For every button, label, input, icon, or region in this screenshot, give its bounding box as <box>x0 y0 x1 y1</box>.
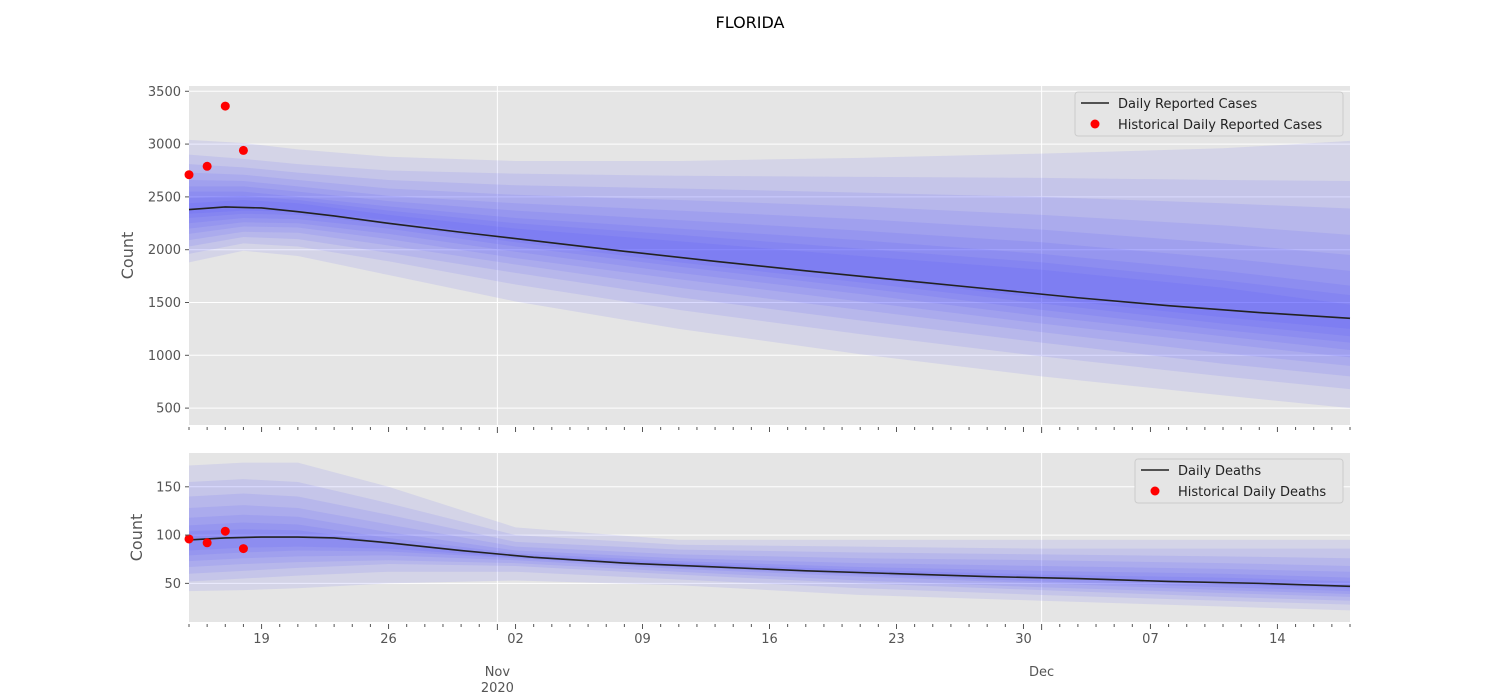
uncertainty-band <box>189 179 1350 358</box>
y-tick-label: 2500 <box>148 190 181 205</box>
historical-point <box>202 538 212 548</box>
x-tick-label: 26 <box>380 632 397 647</box>
uncertainty-band <box>189 505 1350 597</box>
legend-points-label: Historical Daily Reported Cases <box>1118 118 1322 133</box>
historical-point <box>238 544 248 554</box>
y-tick-label: 1500 <box>148 296 181 311</box>
y-tick-label: 3000 <box>148 138 181 153</box>
y-tick-label: 100 <box>156 529 181 544</box>
chart-title: FLORIDA <box>716 13 785 32</box>
x-tick-label: 30 <box>1015 632 1032 647</box>
historical-point <box>238 145 248 155</box>
x-major-sublabel: 2020 <box>481 681 514 696</box>
x-tick-label: 16 <box>761 632 778 647</box>
legend-point-swatch <box>1150 486 1160 496</box>
uncertainty-band <box>189 154 1350 390</box>
uncertainty-band <box>189 462 1350 611</box>
cases-panel: 500 1000 1500 2000 2500 3000 3500 Count Daily Re… <box>118 85 1351 433</box>
y-tick-label: 50 <box>164 577 181 592</box>
x-tick-label: 14 <box>1269 632 1286 647</box>
y-axis-label: Count <box>118 232 137 280</box>
legend-box <box>1134 458 1344 504</box>
uncertainty-band <box>189 139 1350 409</box>
x-tick-label: 07 <box>1142 632 1159 647</box>
historical-point <box>184 170 194 180</box>
legend-points-label: Historical Daily Deaths <box>1178 485 1326 500</box>
uncertainty-band <box>189 195 1350 337</box>
uncertainty-band <box>189 493 1350 601</box>
x-tick-label: 02 <box>507 632 524 647</box>
legend: Daily Reported Cases Historical Daily Rep… <box>1074 91 1344 137</box>
y-tick-label: 2000 <box>148 243 181 258</box>
median-line <box>188 536 1351 588</box>
x-major-label: Nov <box>485 665 511 680</box>
historical-point <box>220 101 230 111</box>
x-tick-label: 23 <box>888 632 905 647</box>
y-tick-label: 3500 <box>148 85 181 100</box>
legend-line-label: Daily Deaths <box>1178 464 1261 479</box>
uncertainty-band <box>189 479 1350 605</box>
uncertainty-band <box>189 522 1350 592</box>
y-tick-label: 500 <box>156 402 181 417</box>
historical-point <box>220 526 230 536</box>
uncertainty-band <box>189 164 1350 377</box>
median-line <box>188 206 1351 320</box>
y-axis-label: Count <box>127 514 146 562</box>
x-tick-label: 09 <box>634 632 651 647</box>
legend: Daily Deaths Historical Daily Deaths <box>1134 458 1344 504</box>
y-tick-label: 150 <box>156 480 181 495</box>
uncertainty-band <box>189 186 1350 351</box>
uncertainty-band <box>189 172 1350 366</box>
x-tick-label: 19 <box>253 632 270 647</box>
uncertainty-band <box>189 514 1350 594</box>
deaths-panel: 50 100 150 Count Daily Deaths Historical Dail… <box>127 453 1351 630</box>
legend-box <box>1074 91 1344 137</box>
legend-line-label: Daily Reported Cases <box>1118 97 1257 112</box>
historical-point <box>202 161 212 171</box>
historical-point <box>184 534 194 544</box>
legend-point-swatch <box>1090 119 1100 129</box>
x-major-label: Dec <box>1029 665 1054 680</box>
y-tick-label: 1000 <box>148 349 181 364</box>
plot-background <box>189 86 1350 425</box>
